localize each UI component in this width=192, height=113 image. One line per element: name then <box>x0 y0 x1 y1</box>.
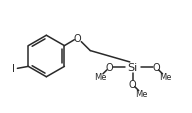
Text: O: O <box>153 62 160 72</box>
Text: Me: Me <box>135 89 148 98</box>
Text: Me: Me <box>159 73 172 81</box>
Text: O: O <box>74 33 81 43</box>
Text: I: I <box>12 64 15 74</box>
Text: O: O <box>129 79 137 89</box>
Text: O: O <box>105 62 113 72</box>
Text: Si: Si <box>128 62 138 72</box>
Text: Me: Me <box>94 73 106 81</box>
